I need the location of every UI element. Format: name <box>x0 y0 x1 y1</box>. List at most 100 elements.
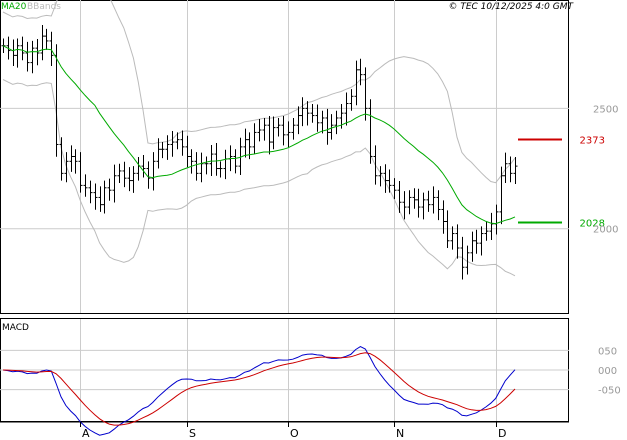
price-bar <box>185 135 190 168</box>
price-bar <box>199 152 204 183</box>
price-bar <box>11 39 16 66</box>
price-bar <box>233 149 238 174</box>
price-bar <box>344 92 349 126</box>
legend-bbands: BBands <box>27 2 61 12</box>
price-bar <box>305 101 310 126</box>
macd-tick-label: -050 <box>598 386 621 397</box>
price-bar <box>489 212 494 241</box>
price-bar <box>513 156 518 184</box>
bband-lower <box>2 79 516 277</box>
tick-labels: 2500 2000 050 000 -050 A S O N D <box>80 104 621 440</box>
price-bar <box>73 149 78 174</box>
price-bar <box>416 188 421 218</box>
price-bar <box>286 121 291 148</box>
price-bar <box>325 108 330 145</box>
ma20-layer <box>2 45 516 225</box>
month-label: S <box>189 427 196 440</box>
price-bar <box>40 25 45 61</box>
price-bar <box>368 99 373 164</box>
price-bar <box>407 190 412 215</box>
price-bar <box>15 38 20 68</box>
ma20-line <box>2 45 516 225</box>
price-bar <box>35 39 40 66</box>
month-label: A <box>82 427 90 440</box>
price-bar <box>349 89 354 111</box>
price-tick-label: 2000 <box>593 225 618 236</box>
price-bars <box>1 25 518 280</box>
price-bar <box>315 104 320 132</box>
price-bar <box>98 186 103 212</box>
price-bar <box>412 188 417 209</box>
price-bar <box>436 190 441 221</box>
price-bar <box>499 166 504 225</box>
price-bar <box>445 210 450 248</box>
price-bar <box>271 116 276 150</box>
price-bar <box>189 149 194 174</box>
price-panel-frame <box>0 0 569 314</box>
price-bar <box>363 67 368 121</box>
price-bar <box>78 152 83 193</box>
price-bar <box>300 97 305 127</box>
price-bar <box>431 186 436 214</box>
price-bar <box>354 60 359 106</box>
price-bar <box>257 118 262 142</box>
copyright-text: © TEC 10/12/2025 4:0 GMT <box>448 2 574 12</box>
price-bar <box>267 116 272 155</box>
price-bar <box>474 229 479 254</box>
price-bar <box>320 110 325 134</box>
price-bar <box>262 117 267 141</box>
price-bar <box>218 161 223 178</box>
price-bar <box>392 178 397 200</box>
price-bar <box>494 204 499 235</box>
price-bar <box>223 149 228 180</box>
price-bar <box>30 40 35 74</box>
price-bar <box>397 181 402 213</box>
macd-layer <box>2 346 516 436</box>
price-bar <box>170 130 175 157</box>
price-bar <box>484 221 489 241</box>
price-bar <box>383 164 388 193</box>
macd-label: MACD <box>2 323 29 333</box>
macd-tick-label: 000 <box>598 366 617 377</box>
price-bar <box>88 180 93 204</box>
macd-line <box>2 346 516 436</box>
price-bar <box>450 226 455 250</box>
grid-layer <box>0 0 569 421</box>
price-bar <box>441 200 446 234</box>
price-bar <box>127 167 132 192</box>
price-bar <box>122 161 127 188</box>
price-bar <box>252 123 257 155</box>
price-bar <box>64 152 69 183</box>
price-bar <box>373 145 378 185</box>
price-bar <box>20 36 25 61</box>
price-bar <box>465 245 470 275</box>
price-bar <box>508 156 513 183</box>
price-bar <box>93 183 98 210</box>
price-bar <box>378 166 383 187</box>
price-bar <box>281 116 286 146</box>
price-bar <box>204 156 209 175</box>
price-bar <box>479 226 484 256</box>
price-bar <box>117 163 122 183</box>
bband-upper <box>2 0 516 184</box>
price-bar <box>44 28 49 50</box>
price-bar <box>470 231 475 262</box>
price-bar <box>503 152 508 183</box>
price-bar <box>387 169 392 193</box>
price-bar <box>243 128 248 158</box>
legend-ma20: MA20 <box>1 2 27 12</box>
price-bar <box>69 145 74 172</box>
price-bar <box>334 110 339 135</box>
price-bar <box>214 143 219 176</box>
price-bar <box>238 137 243 176</box>
price-bar <box>460 236 465 280</box>
price-bar <box>107 178 112 201</box>
price-bar <box>310 104 315 123</box>
macd-tick-label: 050 <box>598 346 617 357</box>
price-bar <box>131 166 136 193</box>
price-bar <box>402 191 407 220</box>
price-bar <box>180 130 185 156</box>
price-bar <box>165 135 170 160</box>
price-bar <box>209 144 214 177</box>
